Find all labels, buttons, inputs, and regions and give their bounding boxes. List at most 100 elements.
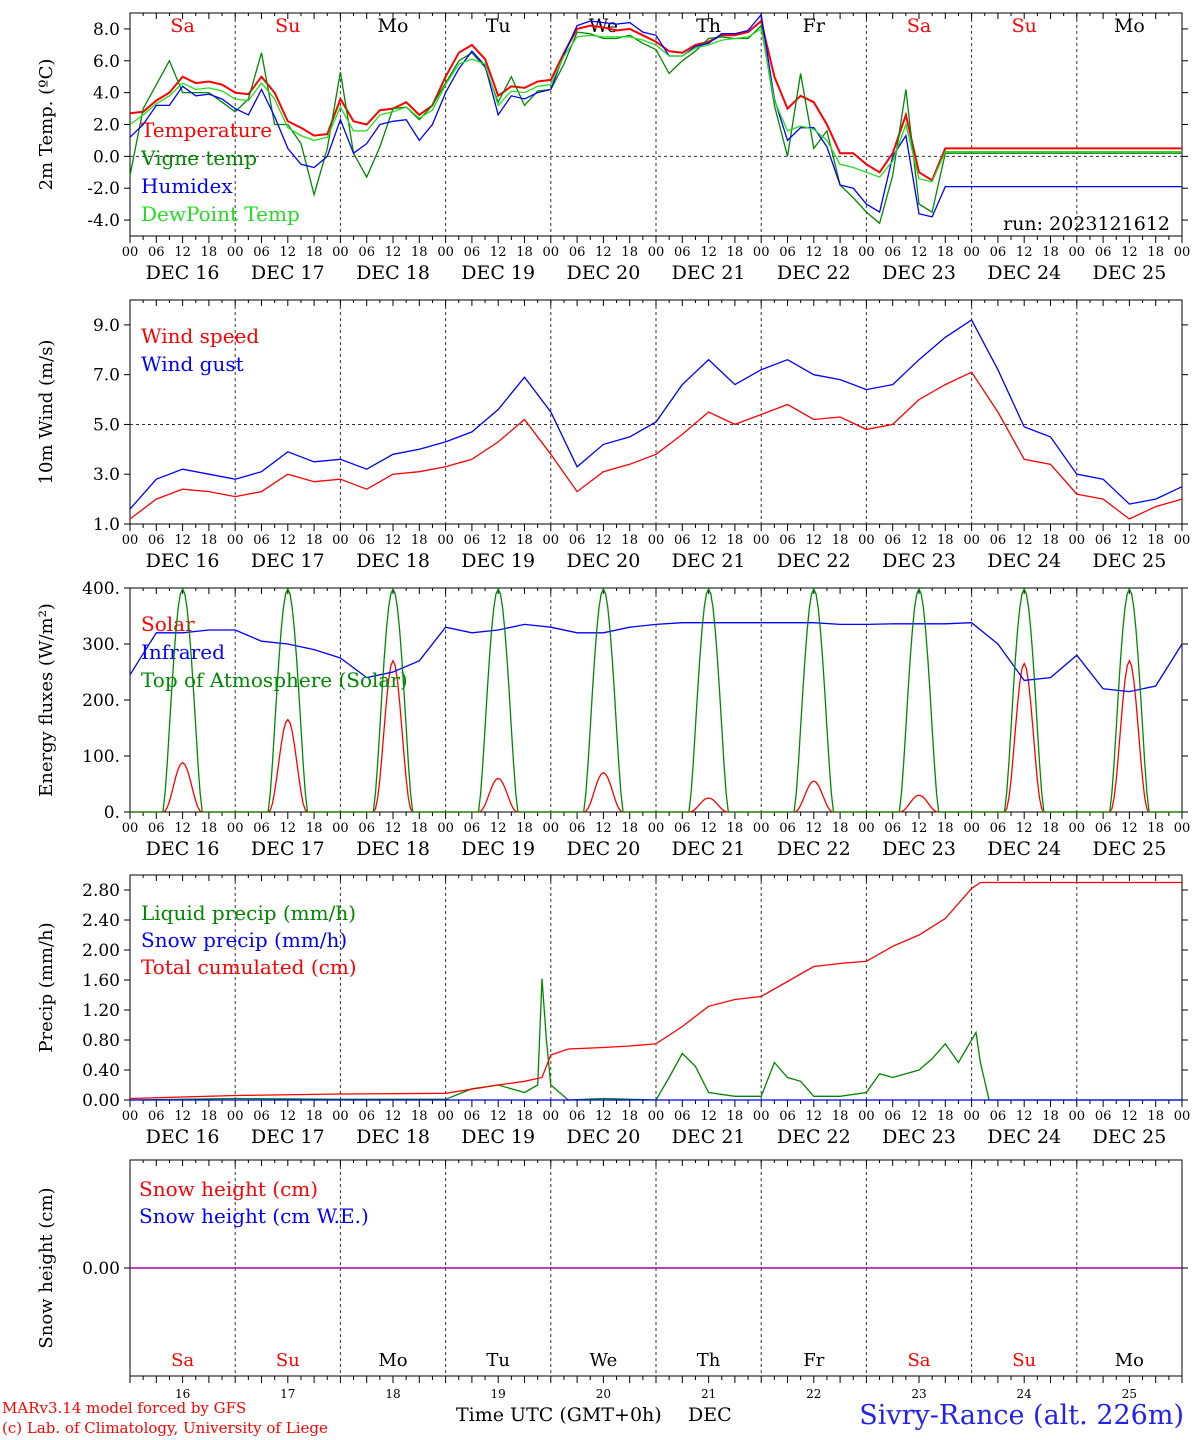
hour-label: 06 xyxy=(779,1109,796,1124)
series-line-green xyxy=(235,587,341,813)
hour-label: 00 xyxy=(122,245,139,260)
date-label: DEC 16 xyxy=(146,262,220,284)
hour-label: 12 xyxy=(385,533,402,548)
lab-credit: (c) Lab. of Climatology, University of L… xyxy=(2,1419,328,1437)
hour-label: 12 xyxy=(1121,821,1138,836)
series-line-green xyxy=(1076,587,1182,813)
series-line-green xyxy=(340,587,446,813)
hour-label: 00 xyxy=(1069,821,1086,836)
series-line-blue xyxy=(129,622,1183,693)
date-label: DEC 21 xyxy=(672,550,746,572)
series-line-red xyxy=(129,881,1182,1100)
hour-label: 06 xyxy=(148,245,165,260)
hour-label: 18 xyxy=(411,821,428,836)
legend-entry: Top of Atmosphere (Solar) xyxy=(141,668,408,692)
hour-label: 06 xyxy=(674,821,691,836)
hour-label: 18 xyxy=(1042,821,1059,836)
series-line-green xyxy=(761,587,867,813)
hour-label: 06 xyxy=(253,245,270,260)
hour-label: 12 xyxy=(911,533,928,548)
hour-label: 00 xyxy=(648,533,665,548)
weekday-label: Fr xyxy=(803,15,826,37)
hour-label: 06 xyxy=(464,533,481,548)
hour-label: 00 xyxy=(963,821,980,836)
hour-label: 06 xyxy=(884,1109,901,1124)
day-number-label: 21 xyxy=(701,1387,716,1401)
weekday-label: Tu xyxy=(486,1350,510,1371)
hour-label: 12 xyxy=(911,821,928,836)
hour-label: 00 xyxy=(963,245,980,260)
date-label: DEC 25 xyxy=(1092,550,1166,572)
hour-label: 00 xyxy=(1174,533,1191,548)
hour-label: 06 xyxy=(148,1109,165,1124)
date-label: DEC 23 xyxy=(882,1126,956,1148)
hour-label: 12 xyxy=(490,821,507,836)
date-label: DEC 24 xyxy=(987,550,1061,572)
hour-label: 00 xyxy=(1069,1109,1086,1124)
date-label: DEC 25 xyxy=(1092,262,1166,284)
hour-label: 00 xyxy=(963,533,980,548)
weekday-label: Su xyxy=(275,15,300,37)
y-tick-label: 2.80 xyxy=(82,881,120,901)
hour-label: 18 xyxy=(1042,245,1059,260)
hour-label: 00 xyxy=(858,821,875,836)
date-label: DEC 21 xyxy=(672,838,746,860)
hour-label: 06 xyxy=(569,821,586,836)
day-number-label: 17 xyxy=(280,1387,295,1401)
x-axis-month: DEC xyxy=(688,1404,732,1426)
hour-label: 00 xyxy=(963,1109,980,1124)
date-label: DEC 17 xyxy=(251,550,325,572)
panel-frame xyxy=(129,299,1183,525)
date-label: DEC 18 xyxy=(356,838,430,860)
hour-label: 12 xyxy=(911,245,928,260)
y-tick-label: 0.0 xyxy=(93,147,120,167)
legend-entry: DewPoint Temp xyxy=(141,202,300,226)
hour-label: 00 xyxy=(858,1109,875,1124)
weekday-label: Mo xyxy=(378,1350,407,1371)
hour-label: 06 xyxy=(464,1109,481,1124)
date-label: DEC 17 xyxy=(251,1126,325,1148)
y-tick-label: 0.40 xyxy=(82,1061,120,1081)
weekday-label: Th xyxy=(696,15,721,37)
date-label: DEC 16 xyxy=(146,550,220,572)
series-line-green xyxy=(866,587,972,813)
hour-label: 06 xyxy=(464,821,481,836)
hour-label: 06 xyxy=(674,1109,691,1124)
hour-label: 12 xyxy=(595,533,612,548)
hour-label: 18 xyxy=(306,1109,323,1124)
hour-label: 00 xyxy=(437,1109,454,1124)
hour-label: 12 xyxy=(700,1109,717,1124)
day-number-label: 24 xyxy=(1017,1387,1033,1401)
y-tick-label: 0. xyxy=(104,803,120,823)
date-label: DEC 24 xyxy=(987,262,1061,284)
y-tick-label: -2.0 xyxy=(87,179,120,199)
legend-entry: Liquid precip (mm/h) xyxy=(141,901,356,925)
hour-label: 00 xyxy=(437,245,454,260)
hour-label: 18 xyxy=(1042,1109,1059,1124)
weekday-label: Sa xyxy=(171,1350,194,1371)
hour-label: 12 xyxy=(174,245,191,260)
hour-label: 06 xyxy=(779,821,796,836)
hour-label: 12 xyxy=(806,533,823,548)
date-label: DEC 21 xyxy=(672,262,746,284)
hour-label: 00 xyxy=(227,245,244,260)
hour-label: 12 xyxy=(700,245,717,260)
hour-label: 06 xyxy=(358,821,375,836)
series-line-green xyxy=(971,587,1077,813)
hour-label: 00 xyxy=(437,533,454,548)
hour-label: 18 xyxy=(516,533,533,548)
hour-label: 06 xyxy=(464,245,481,260)
date-label: DEC 19 xyxy=(461,550,535,572)
hour-label: 06 xyxy=(990,1109,1007,1124)
y-tick-label: 1.60 xyxy=(82,971,120,991)
hour-label: 00 xyxy=(122,821,139,836)
hour-label: 00 xyxy=(332,821,349,836)
hour-label: 00 xyxy=(1174,245,1191,260)
y-axis-label: Snow height (cm) xyxy=(36,1187,57,1348)
y-tick-label: 5.0 xyxy=(93,415,120,435)
series-line-red xyxy=(971,662,1077,813)
y-tick-label: 100. xyxy=(82,747,120,767)
y-tick-label: 1.20 xyxy=(82,1001,120,1021)
hour-label: 00 xyxy=(1069,245,1086,260)
hour-label: 06 xyxy=(569,245,586,260)
